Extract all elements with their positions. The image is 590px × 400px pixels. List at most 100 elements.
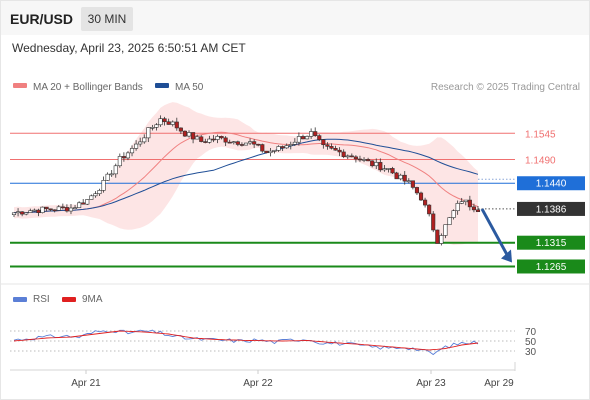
candle-body <box>276 146 281 151</box>
resistance-label-1.1490: 1.1490 <box>525 155 556 166</box>
candle <box>40 206 45 214</box>
candle <box>337 147 342 157</box>
candle-body <box>435 229 440 244</box>
candle <box>11 212 17 218</box>
candle <box>390 166 395 174</box>
timeframe-selector[interactable]: 30 MIN <box>81 7 133 31</box>
candle <box>142 134 147 144</box>
candle-body <box>357 158 363 161</box>
candle-body <box>203 141 208 143</box>
candle <box>231 141 236 145</box>
candle-body <box>264 150 269 154</box>
candle <box>296 132 301 146</box>
candle-body <box>431 213 436 231</box>
candle-body <box>427 204 432 215</box>
candle <box>207 135 212 144</box>
candle-body <box>313 131 318 136</box>
candle-body <box>260 144 265 152</box>
candle <box>195 134 200 140</box>
candle <box>60 203 65 210</box>
candle <box>203 138 208 144</box>
candle <box>158 115 163 127</box>
candle-body <box>443 224 448 236</box>
candle <box>174 117 179 131</box>
candle-body <box>341 151 346 157</box>
candle <box>366 157 371 162</box>
candle <box>215 134 220 144</box>
level-labels: 1.1545 1.1490 1.1440 1.1386 1.1315 1.1265 <box>517 129 585 274</box>
candle <box>402 171 407 185</box>
pivot-label-1.1440: 1.1440 <box>517 176 585 191</box>
candle-body <box>296 136 301 143</box>
candle <box>121 152 126 162</box>
pivot-value: 1.1440 <box>536 179 567 190</box>
candle-body <box>113 165 118 175</box>
candle-body <box>219 136 224 139</box>
candle-body <box>121 156 126 159</box>
candle-body <box>52 209 57 212</box>
candle <box>321 139 326 149</box>
candle <box>333 145 338 151</box>
candle <box>129 145 135 157</box>
candle <box>288 141 293 150</box>
support-label-1.1315: 1.1315 <box>517 235 585 250</box>
pivot-badge <box>517 176 585 191</box>
candle <box>341 149 346 159</box>
bollinger-band-fill <box>14 102 478 245</box>
candle-body <box>239 144 244 146</box>
candle <box>467 195 472 211</box>
x-tick-label-apr-29: Apr 29 <box>484 378 514 389</box>
candle <box>382 165 387 172</box>
candle-body <box>325 144 330 147</box>
candle <box>117 153 122 168</box>
candle <box>353 155 358 163</box>
candle <box>227 139 232 144</box>
candle <box>357 155 363 162</box>
candle <box>56 205 61 211</box>
candle <box>406 178 411 184</box>
candle <box>374 158 379 169</box>
pair-title: EUR/USD <box>10 11 74 27</box>
candle-body <box>134 143 139 149</box>
candle-body <box>370 160 375 167</box>
candle-body <box>439 235 444 244</box>
candle <box>418 191 424 202</box>
support-badge <box>517 235 585 250</box>
rsi-ma9-line <box>13 330 479 351</box>
candle-body <box>272 150 277 152</box>
candle-body <box>256 143 261 146</box>
candle-body <box>337 149 342 153</box>
candle-body <box>333 147 338 151</box>
candle-body <box>125 152 131 159</box>
candle-body <box>109 173 114 176</box>
candle <box>105 172 110 181</box>
candle <box>325 142 330 150</box>
candle-body <box>300 136 306 140</box>
candle-body <box>40 206 45 213</box>
copyright-text: Research © 2025 Trading Central <box>431 82 580 93</box>
candle <box>471 203 476 213</box>
candle <box>239 142 244 147</box>
candle <box>93 191 98 198</box>
candle <box>97 188 102 197</box>
ma20-legend-swatch <box>13 83 27 88</box>
candlesticks <box>11 115 481 246</box>
candle-body <box>451 210 456 218</box>
candle <box>398 173 403 181</box>
candle <box>443 224 448 239</box>
candle <box>394 171 399 180</box>
candle <box>138 137 143 147</box>
x-tick-label-apr-21: Apr 21 <box>71 378 101 389</box>
candle <box>52 209 57 213</box>
forecast-arrow-head <box>501 249 512 263</box>
candle <box>292 138 297 147</box>
current-price-badge <box>517 201 585 216</box>
candle-body <box>447 217 452 225</box>
candle-body <box>471 206 476 211</box>
candle <box>475 205 481 213</box>
candle <box>260 143 265 153</box>
candle-body <box>292 141 297 145</box>
candle <box>317 134 322 142</box>
candle <box>439 233 444 246</box>
